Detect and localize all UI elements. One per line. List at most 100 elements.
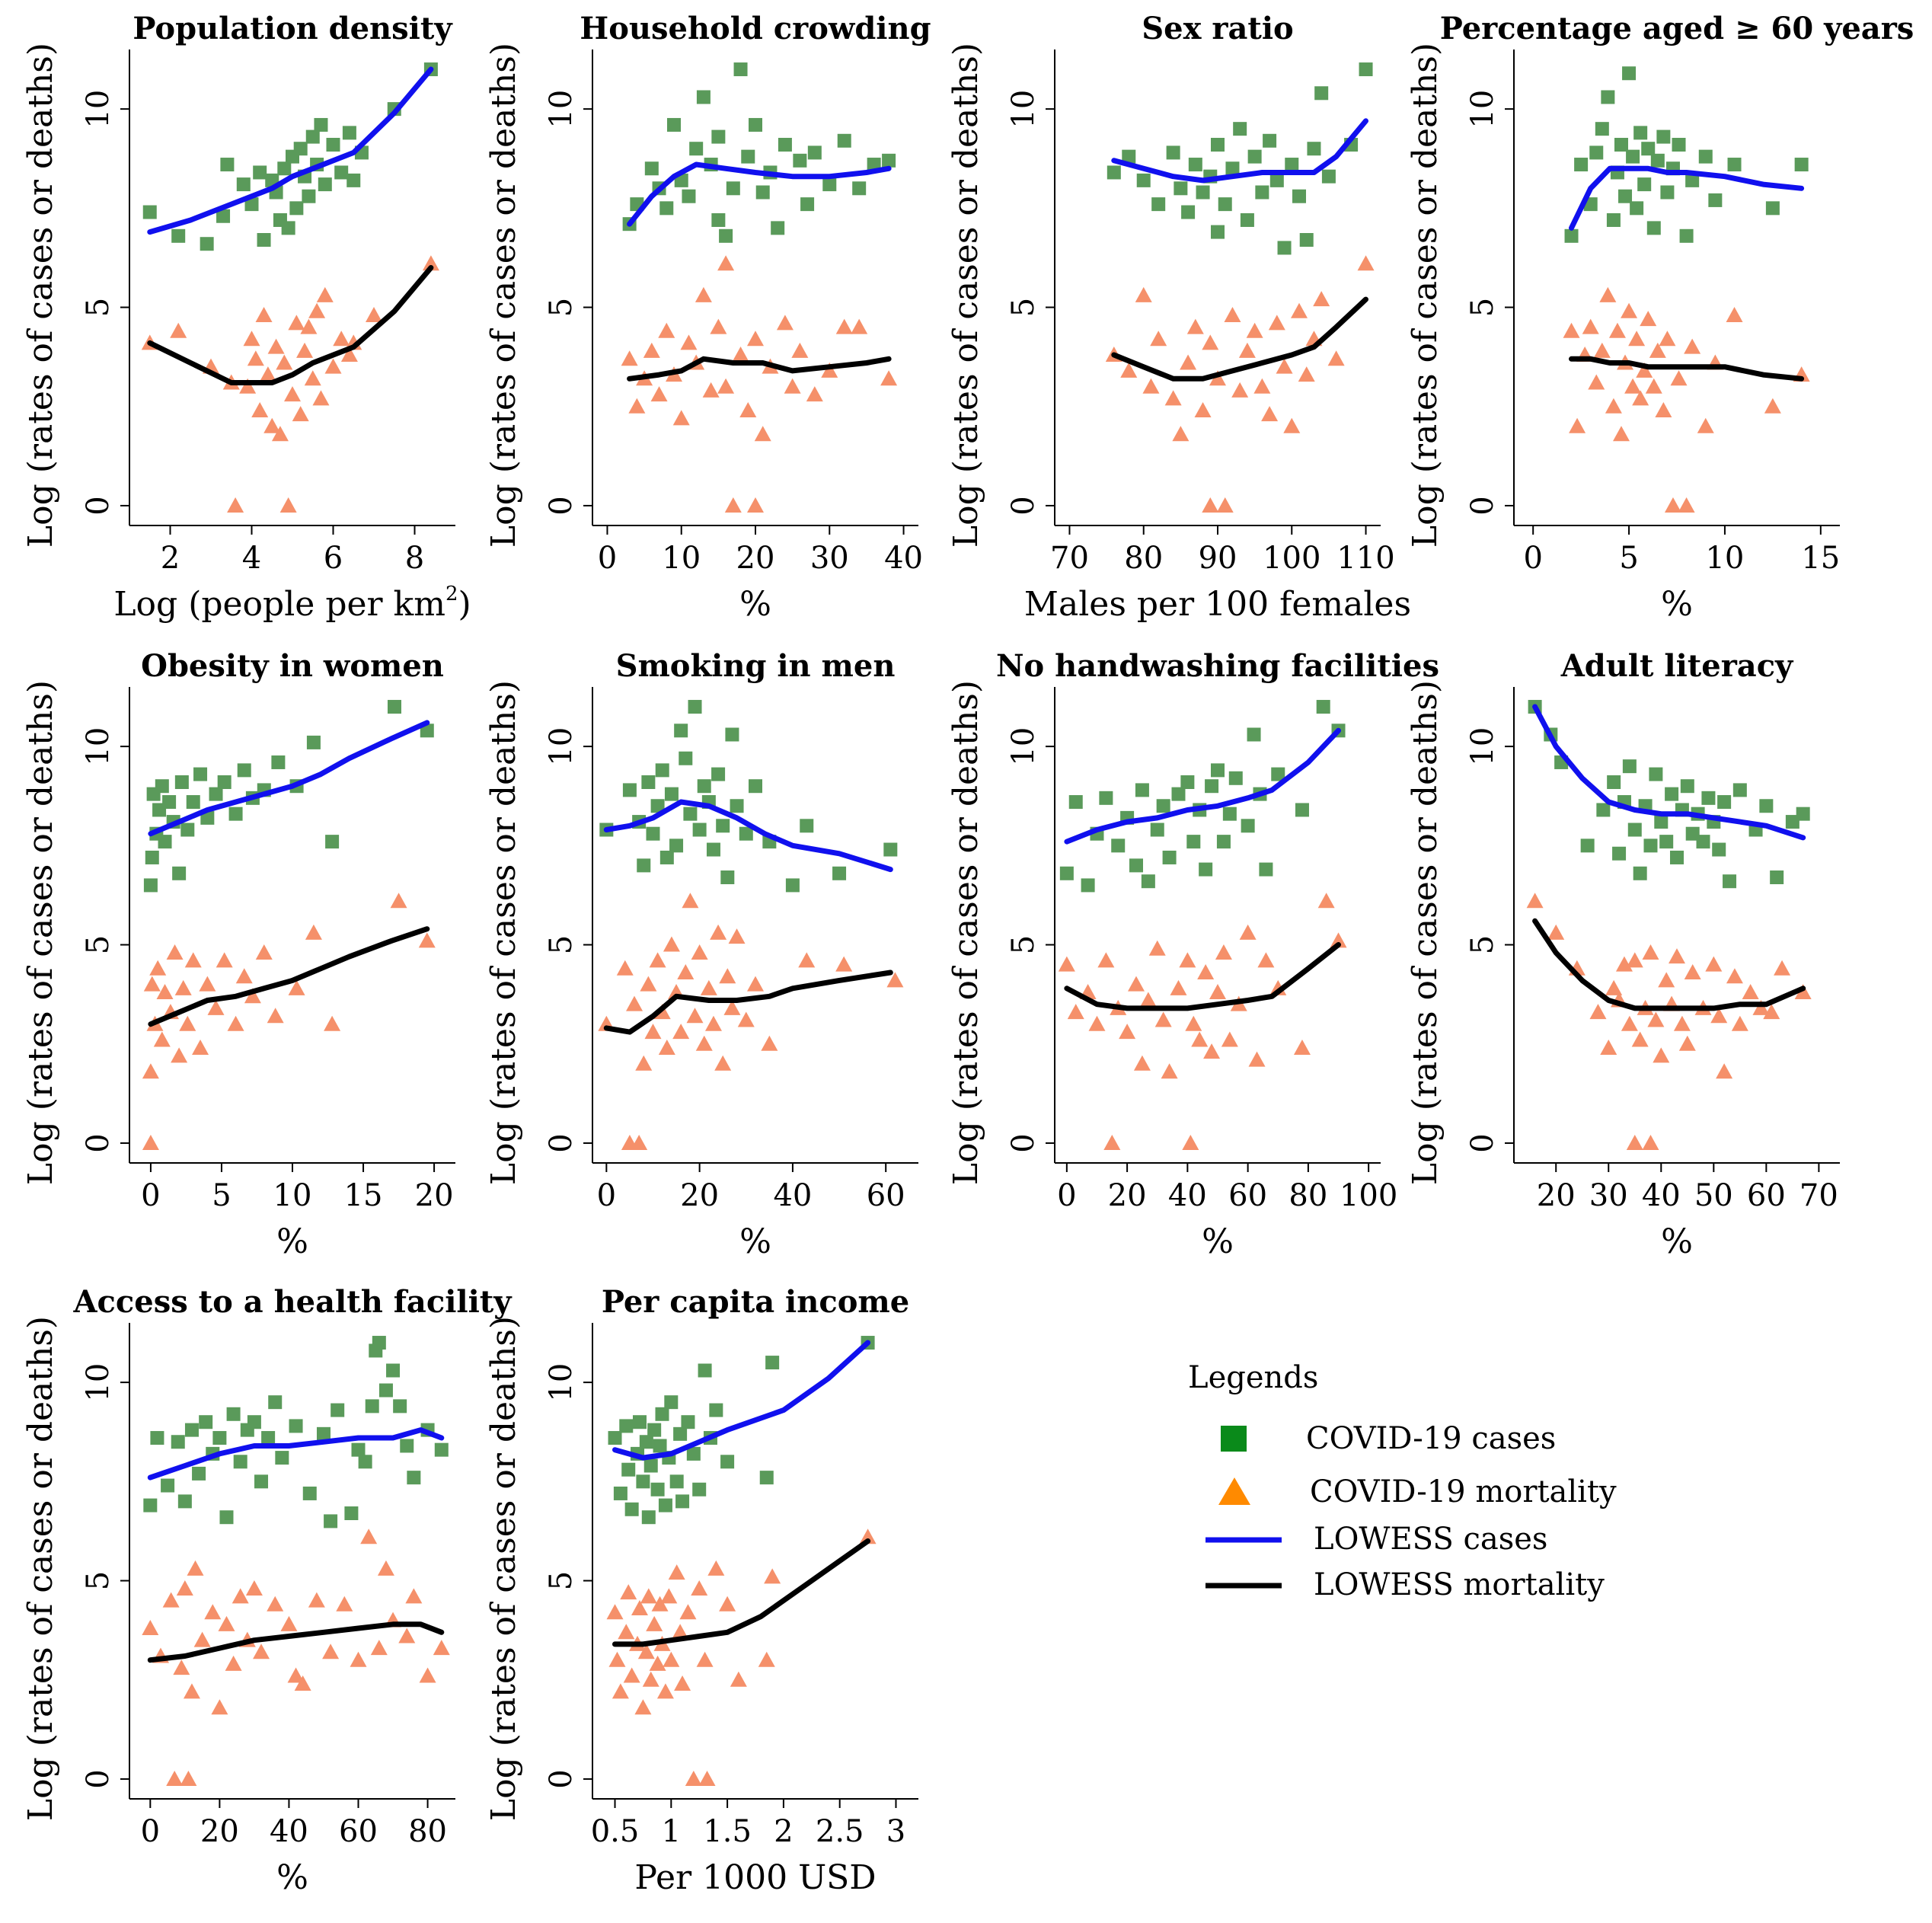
chart-0-mortality-point	[239, 378, 257, 394]
chart-7-lowess-mortality-line	[1532, 918, 1806, 1011]
chart-9-case-point	[681, 1415, 695, 1429]
chart-4-mortality-point	[390, 893, 407, 909]
chart-2-case-point	[1174, 181, 1188, 196]
chart-7-mortality-point	[1705, 956, 1723, 972]
chart-4-case-point	[325, 835, 340, 849]
chart-2-mortality-point	[1216, 497, 1234, 513]
chart-1-mortality-point	[747, 331, 764, 347]
chart-0-case-point	[302, 189, 316, 203]
chart-2-mortality-point	[1209, 370, 1226, 386]
chart-4-title: Obesity in women	[141, 648, 444, 684]
chart-3-case-point	[1606, 212, 1621, 227]
chart-2-case-point	[1307, 142, 1321, 156]
chart-8-mortality-point	[322, 1643, 340, 1659]
chart-1-lowess-mortality-line	[627, 356, 892, 382]
chart-0-mortality-point	[312, 390, 330, 406]
chart-9-case-point	[686, 1446, 701, 1461]
chart-5-lowess-mortality-line	[603, 969, 893, 1035]
chart-1-ytick-label: 5	[544, 298, 579, 317]
chart-4-mortality-point	[149, 960, 167, 976]
chart-1-mortality-point	[835, 318, 853, 334]
chart-6: No handwashing facilities 0 20 40 60 80 100 0 5 1…	[947, 648, 1439, 1261]
chart-1-case-point	[711, 129, 726, 144]
chart-6-mortality-point	[1197, 964, 1215, 979]
chart-0-case-point	[314, 117, 328, 132]
chart-0-mortality-point	[263, 417, 281, 433]
chart-2-case-point	[1314, 86, 1329, 101]
chart-2-case-point	[1225, 161, 1240, 176]
chart-0-case-point	[305, 129, 320, 144]
chart-4-case-point	[271, 755, 286, 769]
chart-0-xtick-label: 8	[405, 541, 424, 576]
chart-2-mortality-point	[1283, 417, 1301, 433]
chart-3-case-point	[1765, 201, 1780, 216]
chart-8-mortality-point	[232, 1588, 249, 1604]
chart-4-case-point	[420, 724, 434, 738]
chart-2-case-point	[1255, 185, 1269, 200]
chart-4: Obesity in women 0 5 10 15 20 0 5 10 Log (rates o…	[21, 648, 455, 1261]
chart-7-mortality-point	[1642, 1134, 1659, 1150]
chart-5-xlabel: %	[739, 1222, 771, 1261]
chart-1-case-point	[800, 197, 815, 212]
chart-3-case-point	[1630, 201, 1644, 216]
chart-2-mortality-point	[1313, 291, 1330, 307]
legend-cases-square-icon	[1221, 1426, 1247, 1452]
chart-3-case-point	[1660, 185, 1675, 200]
chart-4-mortality-point	[184, 952, 202, 968]
chart-2-mortality-point	[1120, 362, 1138, 378]
chart-3-mortality-point	[1563, 322, 1580, 338]
chart-9-case-point	[675, 1494, 690, 1509]
chart-6-ytick-label: 5	[1006, 935, 1041, 954]
chart-0-case-point	[236, 177, 251, 192]
chart-3-mortality-point	[1582, 318, 1599, 334]
chart-6-mortality-point	[1330, 932, 1347, 948]
chart-2-case-point	[1122, 149, 1136, 164]
chart-4-lowess-cases-line	[148, 720, 430, 837]
chart-8-mortality-point	[180, 1770, 197, 1786]
chart-6-mortality-point	[1128, 976, 1145, 992]
chart-1-mortality-point	[695, 286, 712, 302]
chart-7-mortality-point	[1589, 1004, 1607, 1020]
chart-7-mortality-point	[1794, 984, 1812, 1000]
chart-9-mortality-point	[679, 1604, 697, 1620]
chart-3-case-point	[1626, 149, 1640, 164]
chart-2-case-point	[1321, 169, 1336, 184]
chart-7-xtick-label: 60	[1747, 1178, 1786, 1213]
chart-8-mortality-point	[280, 1615, 298, 1631]
chart-6-mortality-point	[1185, 1015, 1202, 1031]
chart-9-ytick-label: 0	[544, 1769, 579, 1788]
chart-3-case-point	[1646, 221, 1661, 235]
chart-6-case-point	[1180, 775, 1195, 789]
chart-3-case-point	[1650, 153, 1665, 168]
chart-2: Sex ratio 70 80 90 100 110 0 5 10 Log (rates of c…	[947, 11, 1411, 624]
chart-5-case-point	[692, 823, 707, 837]
chart-5-title: Smoking in men	[616, 648, 896, 684]
chart-3-case-point	[1685, 173, 1700, 187]
chart-2-case-point	[1211, 225, 1225, 239]
chart-5-case-point	[688, 700, 702, 714]
chart-9-mortality-point	[758, 1651, 775, 1667]
chart-0-xtick-label: 2	[161, 541, 180, 576]
chart-0-case-point	[318, 177, 332, 192]
chart-1-title: Household crowding	[580, 11, 931, 46]
chart-9-mortality-point	[608, 1651, 626, 1667]
chart-4-case-point	[209, 787, 223, 801]
chart-3-ytick-label: 5	[1465, 298, 1500, 317]
chart-2-case-point	[1107, 165, 1121, 180]
chart-3-case-point	[1633, 126, 1648, 140]
chart-2-case-point	[1269, 173, 1284, 187]
chart-6-lowess-cases-line	[1064, 727, 1341, 845]
chart-8-case-point	[434, 1442, 449, 1457]
chart-1-case-point	[719, 228, 733, 243]
chart-9-case-point	[698, 1363, 712, 1378]
chart-4-mortality-point	[216, 952, 233, 968]
chart-2-xlabel: Males per 100 females	[1024, 585, 1411, 624]
chart-7-ytick-label: 10	[1465, 727, 1500, 766]
chart-8-mortality-point	[204, 1604, 222, 1620]
chart-9-mortality-point	[719, 1596, 736, 1612]
chart-4-mortality-point	[288, 979, 305, 995]
chart-6-case-point	[1129, 858, 1143, 873]
chart-8-case-point	[324, 1514, 338, 1528]
chart-6-mortality-point	[1170, 979, 1187, 995]
chart-2-lowess-cases-line	[1111, 118, 1368, 184]
